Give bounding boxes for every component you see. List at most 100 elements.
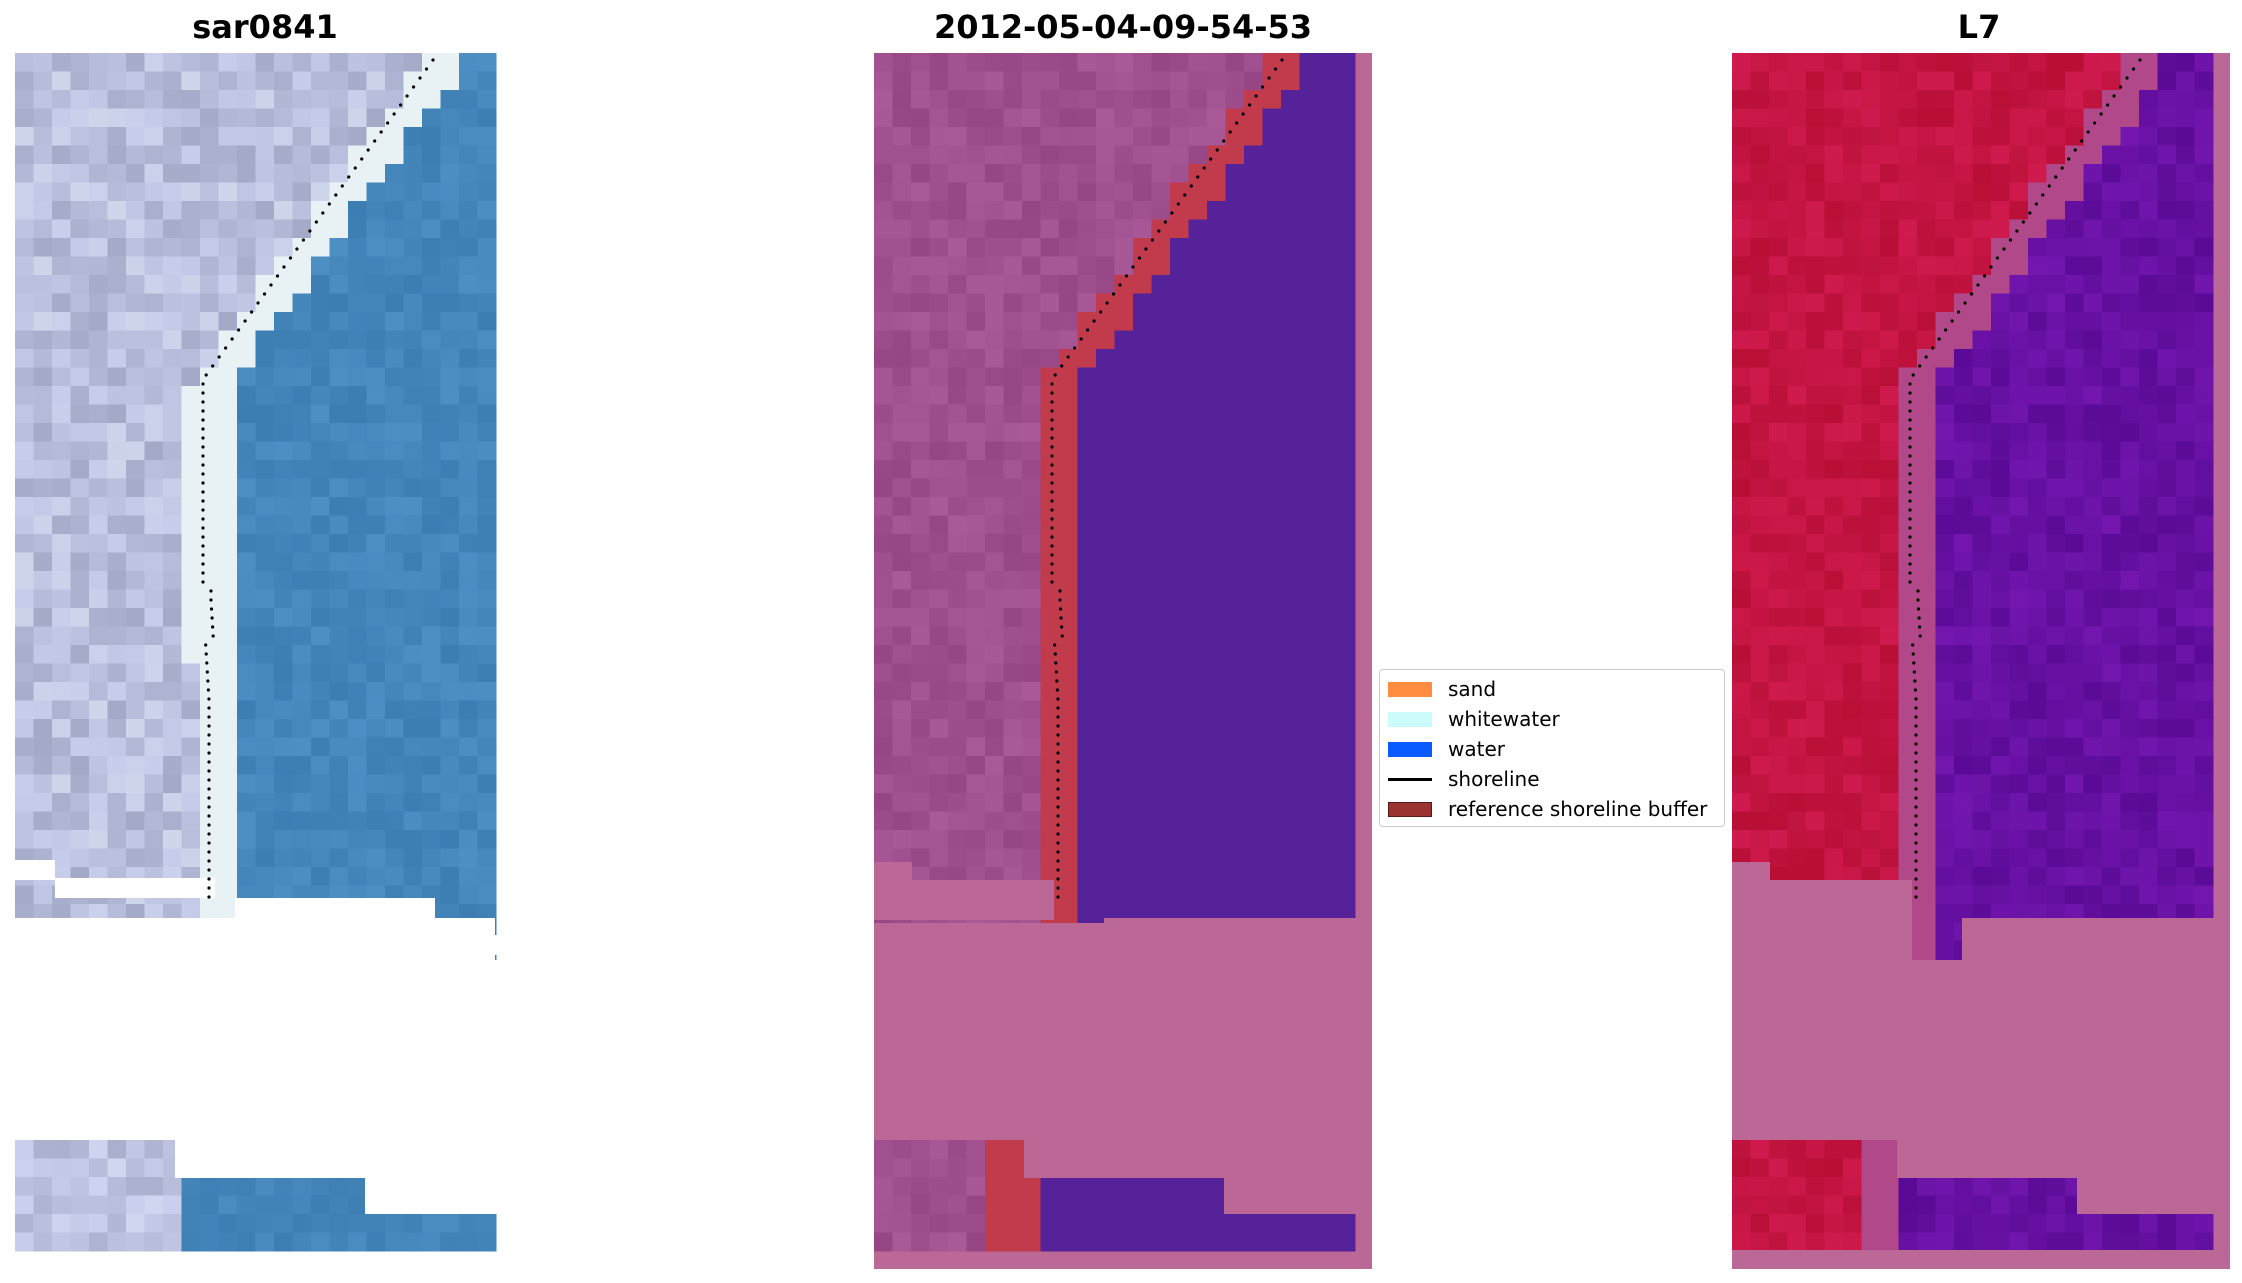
rgb-pixel	[218, 774, 238, 794]
rgb-pixel	[107, 460, 127, 479]
rgb-pixel	[329, 404, 349, 424]
ndwi-pixel	[1991, 1177, 2010, 1196]
rgb-pixel	[403, 774, 423, 794]
ndwi-pixel	[1917, 386, 1936, 405]
rgb-pixel	[440, 552, 460, 572]
ndwi-pixel	[2120, 108, 2140, 128]
rgb-pixel	[126, 441, 145, 461]
ndwi-pixel	[1861, 608, 1881, 627]
ndwi-pixel	[2194, 201, 2214, 220]
rgb-pixel	[144, 127, 164, 146]
ndwi-pixel	[1769, 108, 1788, 128]
rgb-pixel	[33, 293, 53, 313]
ndwi-pixel	[1898, 293, 1918, 313]
rgb-pixel	[422, 145, 441, 165]
ndwi-pixel	[1898, 1195, 1918, 1215]
rgb-pixel	[181, 626, 201, 646]
ndwi-pixel	[1787, 608, 1807, 627]
rgb-pixel	[33, 626, 53, 646]
rgb-pixel	[181, 145, 201, 165]
shoreline-point	[1944, 328, 1948, 332]
ndwi-pixel	[1787, 497, 1807, 516]
rgb-pixel	[126, 182, 145, 202]
rgb-pixel	[366, 90, 386, 109]
ndwi-pixel	[1954, 108, 1973, 128]
rgb-pixel	[181, 441, 201, 461]
ndwi-pixel	[1806, 127, 1825, 146]
rgb-pixel	[459, 275, 478, 294]
ndwi-pixel	[2157, 182, 2177, 202]
rgb-pixel	[422, 312, 441, 331]
ndwi-pixel	[2120, 275, 2140, 294]
rgb-pixel	[422, 719, 441, 738]
rgb-pixel	[89, 793, 108, 812]
ndwi-pixel	[1843, 164, 1862, 183]
ndwi-pixel	[1972, 1177, 1992, 1196]
ndwi-pixel	[2046, 608, 2066, 627]
rgb-pixel	[144, 219, 164, 239]
ndwi-pixel	[1861, 1177, 1881, 1196]
ndwi-pixel	[1750, 367, 1770, 387]
ndwi-pixel	[1769, 719, 1788, 738]
rgb-pixel	[292, 793, 312, 812]
whitewater-swatch	[1388, 711, 1432, 727]
ndwi-pixel	[2065, 589, 2084, 609]
rgb-pixel	[366, 478, 386, 498]
rgb-pixel	[163, 478, 182, 498]
ndwi-pixel	[1861, 1232, 1881, 1252]
ndwi-pixel	[1917, 645, 1936, 664]
ndwi-pixel	[1991, 330, 2010, 350]
ndwi-pixel	[2046, 127, 2066, 146]
rgb-pixel	[126, 201, 145, 220]
rgb-pixel	[218, 441, 238, 461]
ndwi-pixel	[1843, 552, 1862, 572]
ndwi-pixel	[1824, 608, 1844, 627]
rgb-pixel	[218, 589, 238, 609]
ndwi-pixel	[1898, 478, 1918, 498]
rgb-pixel	[52, 737, 71, 757]
ndwi-pixel	[2046, 552, 2066, 572]
ndwi-pixel	[2102, 423, 2121, 442]
rgb-pixel	[292, 238, 312, 257]
ndwi-pixel	[1843, 1158, 1862, 1178]
ndwi-pixel	[2139, 460, 2158, 479]
shoreline-point	[1908, 481, 1912, 485]
ndwi-pixel	[1917, 497, 1936, 516]
rgb-pixel	[181, 238, 201, 257]
rgb-pixel	[459, 497, 478, 516]
ndwi-pixel	[2194, 830, 2214, 849]
rgb-pixel	[237, 793, 256, 812]
ndwi-pixel	[1824, 423, 1844, 442]
shoreline-point	[1908, 427, 1912, 431]
rgb-pixel	[385, 256, 404, 276]
shoreline-point	[1914, 877, 1918, 881]
ndwi-pixel	[1972, 312, 1992, 331]
ndwi-pixel	[2046, 885, 2066, 905]
ndwi-pixel	[2028, 534, 2047, 553]
shoreline-point	[2112, 94, 2116, 98]
ndwi-pixel	[2028, 219, 2047, 239]
ndwi-pixel	[2065, 460, 2084, 479]
rgb-pixel	[403, 238, 423, 257]
ndwi-pixel	[2120, 238, 2140, 257]
ndwi-pixel	[2028, 367, 2047, 387]
rgb-pixel	[385, 478, 404, 498]
ndwi-pixel	[2194, 1214, 2214, 1233]
rgb-pixel	[440, 645, 460, 664]
rgb-pixel	[15, 293, 34, 313]
rgb-pixel	[329, 774, 349, 794]
ndwi-pixel	[2102, 145, 2121, 165]
ndwi-pixel	[1991, 774, 2010, 794]
ndwi-pixel	[2046, 830, 2066, 849]
rgb-pixel	[144, 53, 164, 72]
panel-title-date: 2012-05-04-09-54-53	[933, 8, 1313, 46]
legend-item-whitewater: whitewater	[1388, 705, 1560, 733]
ndwi-pixel	[1806, 71, 1825, 91]
ndwi-pixel	[2009, 626, 2029, 646]
ndwi-pixel	[2028, 626, 2047, 646]
ndwi-pixel	[1732, 478, 1751, 498]
ndwi-pixel	[1769, 349, 1788, 368]
rgb-pixel	[348, 404, 367, 424]
ndwi-pixel	[2176, 737, 2195, 757]
shoreline-point	[1908, 499, 1912, 503]
